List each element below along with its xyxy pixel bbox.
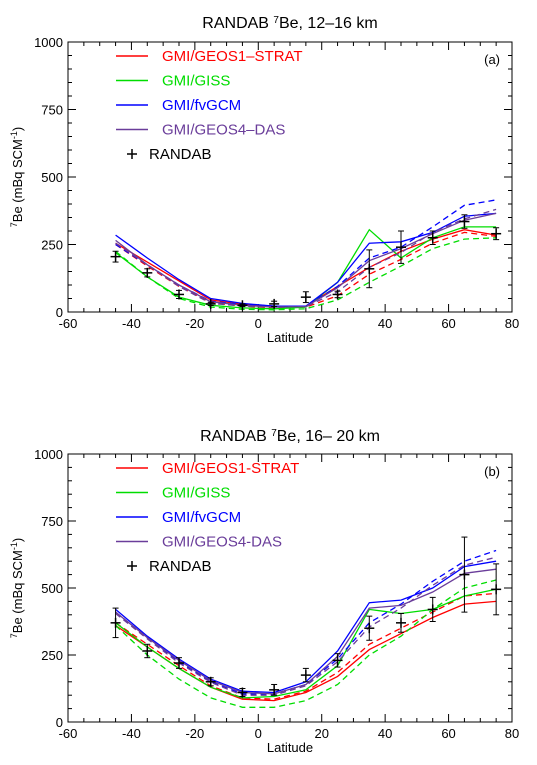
observation-point — [459, 536, 470, 613]
observation-point — [396, 230, 406, 264]
observation-point — [459, 214, 470, 229]
observation-point — [269, 683, 280, 696]
observation-point — [364, 615, 375, 641]
observation-point — [427, 230, 438, 245]
y-tick-label: 250 — [41, 648, 63, 663]
title-text-suffix: Be, 16– 20 km — [277, 428, 380, 445]
legend-label: GMI/GEOS4–DAS — [162, 122, 285, 139]
legend-label: GMI/fvGCM — [162, 509, 241, 526]
y-tick-label: 500 — [41, 581, 63, 596]
x-axis-label: Latitude — [267, 330, 313, 345]
y-tick-label: 750 — [41, 514, 63, 529]
observation-point — [205, 298, 216, 309]
y-label-text: Be (mBq SCM — [10, 139, 25, 222]
x-tick-label: -60 — [59, 316, 78, 331]
x-tick-label: 80 — [505, 316, 519, 331]
title-text-suffix: Be, 12–16 km — [279, 15, 378, 32]
y-label-superscript-2: -1 — [9, 131, 19, 139]
x-tick-label: 0 — [255, 316, 262, 331]
series-line-dashed — [115, 199, 497, 307]
title-superscript: 7 — [273, 15, 279, 26]
x-tick-label: 20 — [314, 726, 328, 741]
x-tick-label: 40 — [378, 726, 392, 741]
y-tick-label: 500 — [41, 170, 63, 185]
title-text: RANDAB — [202, 15, 273, 32]
legend-label-observations: RANDAB — [149, 146, 212, 163]
chart-title: RANDAB 7Be, 16– 20 km — [200, 428, 380, 446]
legend-label: GMI/fvGCM — [162, 97, 241, 114]
title-superscript: 7 — [271, 428, 277, 439]
observation-point — [396, 612, 406, 633]
series-line-solid — [115, 600, 497, 702]
title-text: RANDAB — [200, 428, 271, 445]
observation-point — [174, 657, 184, 669]
observation-point — [491, 563, 502, 616]
y-label-text: Be (mBq SCM — [10, 550, 25, 633]
plot-frame — [67, 453, 513, 723]
observation-point — [174, 289, 184, 300]
y-axis-label: 7Be (mBq SCM-1) — [9, 538, 25, 638]
y-tick-label: 1000 — [34, 447, 63, 462]
observation-point — [205, 676, 216, 687]
panel-label: (b) — [484, 464, 500, 479]
observation-point — [300, 291, 311, 304]
y-axis-label: 7Be (mBq SCM-1) — [9, 127, 25, 227]
legend-label: GMI/GEOS4-DAS — [162, 534, 282, 551]
observation-point — [110, 250, 121, 263]
observation-point — [237, 687, 248, 698]
observation-point — [269, 298, 280, 309]
x-tick-label: -40 — [122, 726, 141, 741]
legend-label: GMI/GISS — [162, 73, 230, 90]
observation-point — [427, 596, 438, 622]
legend-label: GMI/GEOS1-STRAT — [162, 460, 299, 477]
y-tick-label: 250 — [41, 238, 63, 253]
panel-label: (a) — [484, 52, 500, 67]
x-tick-label: 60 — [441, 726, 455, 741]
observation-point — [237, 300, 248, 311]
x-tick-label: 20 — [314, 316, 328, 331]
x-tick-label: -40 — [122, 316, 141, 331]
observation-point — [142, 267, 153, 278]
observation-point — [300, 667, 311, 683]
plot-frame — [67, 41, 513, 313]
y-tick-label: 750 — [41, 103, 63, 118]
observation-point — [110, 607, 121, 639]
y-label-close: ) — [10, 127, 25, 131]
observation-point — [332, 653, 343, 668]
y-label-superscript: 7 — [9, 222, 19, 227]
x-tick-label: -60 — [59, 726, 78, 741]
x-tick-label: 60 — [441, 316, 455, 331]
series-line-dashed — [115, 579, 497, 708]
observation-point — [364, 249, 375, 289]
legend-label: GMI/GISS — [162, 485, 230, 502]
x-tick-label: 40 — [378, 316, 392, 331]
x-tick-label: 80 — [505, 726, 519, 741]
observation-point — [332, 289, 343, 300]
x-tick-label: -20 — [185, 726, 204, 741]
x-tick-label: -20 — [185, 316, 204, 331]
y-tick-label: 1000 — [34, 35, 63, 50]
x-tick-label: 0 — [255, 726, 262, 741]
legend-label: GMI/GEOS1–STRAT — [162, 48, 303, 65]
observation-point — [491, 227, 502, 241]
observation-point — [142, 643, 153, 659]
series-line-dashed — [115, 592, 497, 700]
y-tick-label: 0 — [56, 715, 63, 730]
chart-panel-a: RANDAB 7Be, 12–16 km(a)-60 -40 -20 0 20 40 60 8… — [9, 15, 519, 346]
x-axis-label: Latitude — [267, 740, 313, 755]
y-label-superscript-2: -1 — [9, 542, 19, 550]
chart-title: RANDAB 7Be, 12–16 km — [202, 15, 377, 33]
y-label-superscript: 7 — [9, 633, 19, 638]
chart-panel-b: RANDAB 7Be, 16– 20 km(b)-60 -40 -20 0 20 40 60… — [9, 428, 519, 756]
legend-label-observations: RANDAB — [149, 558, 212, 575]
y-label-close: ) — [10, 538, 25, 542]
y-tick-label: 0 — [56, 305, 63, 320]
